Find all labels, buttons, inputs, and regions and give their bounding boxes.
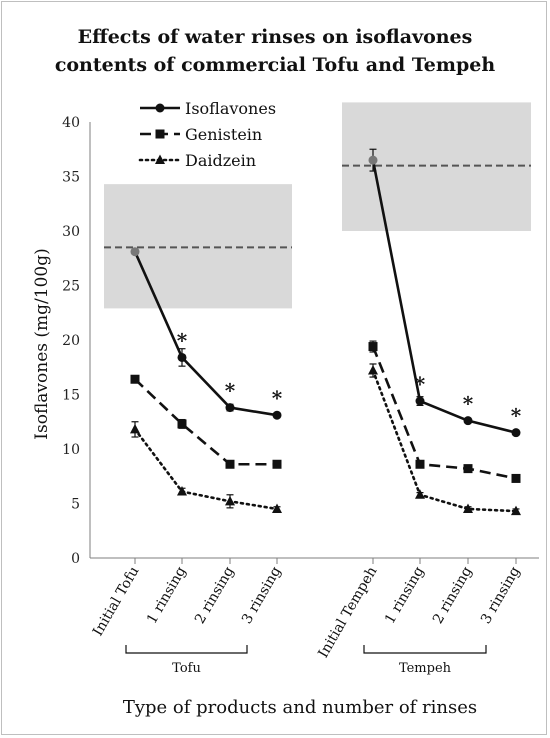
- point-isoflavones-5: [415, 396, 425, 406]
- y-tick-label-2: 10: [62, 442, 80, 458]
- point-genistein-6: [463, 464, 473, 474]
- point-daidzein-7: [511, 505, 521, 516]
- legend-marker-isoflavones: [155, 103, 165, 113]
- point-isoflavones-2: [225, 403, 235, 413]
- series-daidzein: [130, 363, 521, 516]
- series-isoflavones: [130, 148, 521, 438]
- point-genistein-2: [225, 459, 235, 469]
- legend-marker-daidzein: [155, 154, 165, 164]
- group-label-1: Tempeh: [399, 661, 452, 676]
- point-daidzein-1: [177, 486, 187, 496]
- series-daidzein-line-1: [371, 369, 518, 513]
- y-tick-label-5: 25: [62, 279, 80, 295]
- point-genistein-4: [368, 342, 378, 352]
- y-tick-label-8: 40: [62, 115, 80, 131]
- point-daidzein-0: [130, 423, 140, 434]
- series-layer: * * * * * *: [130, 148, 522, 516]
- y-tick-label-3: 15: [62, 388, 80, 404]
- legend-label-daidzein: Daidzein: [185, 151, 256, 170]
- significance-marker-0: *: [177, 328, 188, 352]
- group-label-0: Tofu: [172, 661, 201, 676]
- x-category-label-5: 1 rinsing: [382, 564, 427, 627]
- point-genistein-0: [130, 374, 140, 384]
- point-isoflavones-1: [177, 352, 187, 362]
- legend: Isoflavones Genistein Daidzein: [138, 99, 276, 170]
- series-genistein-line-0: [134, 378, 277, 466]
- group-bracket-0: [125, 645, 248, 654]
- significance-marker-5: *: [511, 404, 522, 428]
- point-isoflavones-7: [511, 428, 521, 438]
- y-axis-label: Isoflavones (mg/100g): [32, 248, 52, 439]
- point-daidzein-3: [272, 503, 282, 513]
- x-category-label-1: 1 rinsing: [144, 564, 189, 627]
- x-category-label-6: 2 rinsing: [430, 564, 475, 627]
- point-genistein-5: [415, 459, 425, 469]
- group-bracket-1: [363, 645, 487, 654]
- legend-label-genistein: Genistein: [185, 125, 262, 144]
- point-daidzein-5: [415, 489, 425, 499]
- series-isoflavones-line-1: [371, 159, 517, 434]
- significance-marker-1: *: [225, 379, 236, 403]
- point-daidzein-4: [368, 365, 378, 375]
- series-genistein-line-1: [371, 346, 517, 480]
- y-tick-label-0: 0: [71, 551, 80, 567]
- point-daidzein-2: [225, 495, 235, 506]
- significance-marker-3: *: [415, 372, 426, 396]
- x-category-label-7: 3 rinsing: [478, 564, 523, 627]
- point-isoflavones-3: [272, 410, 282, 420]
- x-axis-label: Type of products and number of rinses: [123, 697, 477, 718]
- point-genistein-1: [177, 419, 187, 429]
- reference-band-1: [342, 102, 531, 231]
- x-category-label-4: Initial Tempeh: [315, 564, 380, 661]
- series-isoflavones-line-0: [133, 251, 278, 417]
- point-genistein-7: [511, 473, 521, 483]
- legend-marker-genistein: [155, 129, 165, 139]
- y-tick-label-1: 5: [71, 497, 80, 513]
- x-category-label-3: 3 rinsing: [239, 564, 284, 627]
- point-isoflavones-4: [368, 155, 378, 165]
- reference-bands: [104, 102, 531, 309]
- significance-marker-4: *: [463, 392, 474, 416]
- y-tick-label-7: 35: [62, 170, 80, 186]
- reference-band-0: [104, 184, 292, 309]
- y-tick-label-4: 20: [62, 333, 80, 349]
- chart-title-line-2: contents of commercial Tofu and Tempeh: [55, 54, 496, 76]
- y-tick-label-6: 30: [62, 224, 80, 240]
- series-daidzein-line-0: [133, 428, 279, 511]
- chart-title-line-1: Effects of water rinses on isoflavones: [78, 26, 473, 48]
- point-daidzein-6: [463, 503, 473, 513]
- point-isoflavones-6: [463, 416, 473, 426]
- legend-label-isoflavones: Isoflavones: [185, 99, 276, 118]
- x-category-label-0: Initial Tofu: [90, 564, 142, 639]
- point-genistein-3: [272, 459, 282, 469]
- point-isoflavones-0: [130, 247, 140, 257]
- x-category-label-2: 2 rinsing: [192, 564, 237, 627]
- series-genistein: [130, 340, 521, 483]
- significance-marker-2: *: [272, 386, 283, 410]
